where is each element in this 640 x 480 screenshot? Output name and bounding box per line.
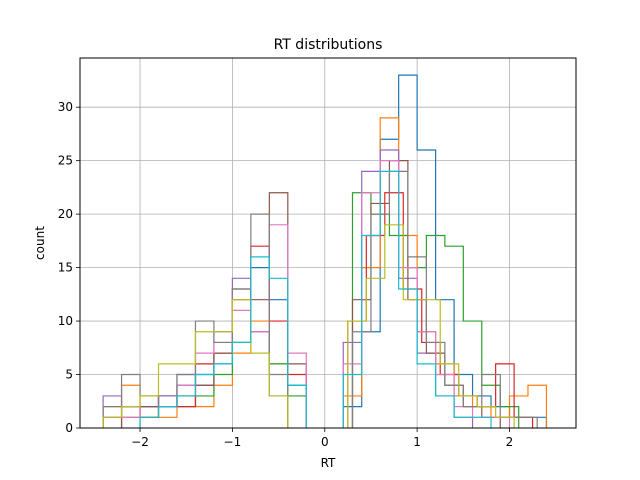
histogram-series-layer [102, 74, 548, 428]
x-tick-label: −2 [131, 435, 149, 449]
x-tick-label: −1 [224, 435, 242, 449]
plot-frame [79, 57, 577, 429]
y-tick-label: 15 [58, 261, 73, 275]
histogram-series-9 [347, 224, 515, 428]
x-tick-label: 2 [506, 435, 514, 449]
y-axis-ticks: 0 5 10 15 20 25 30 [58, 100, 80, 435]
y-tick-label: 10 [58, 314, 73, 328]
x-axis-label: RT [321, 456, 336, 470]
grid [80, 58, 576, 429]
y-tick-label: 5 [65, 368, 73, 382]
histogram-series-8 [351, 170, 538, 428]
y-axis-label: count [33, 226, 47, 260]
y-tick-label: 0 [65, 421, 73, 435]
y-tick-label: 25 [58, 154, 73, 168]
plot-area [80, 58, 576, 428]
histogram-series-10 [342, 170, 492, 428]
chart-title: RT distributions [274, 37, 383, 53]
x-tick-label: 1 [413, 435, 421, 449]
histogram-series-19 [102, 299, 289, 428]
x-tick-label: 0 [321, 435, 329, 449]
y-tick-label: 30 [58, 100, 73, 114]
histogram-series-20 [139, 256, 307, 428]
y-tick-label: 20 [58, 207, 73, 221]
x-axis-ticks: −2 −1 0 1 2 [131, 428, 513, 449]
